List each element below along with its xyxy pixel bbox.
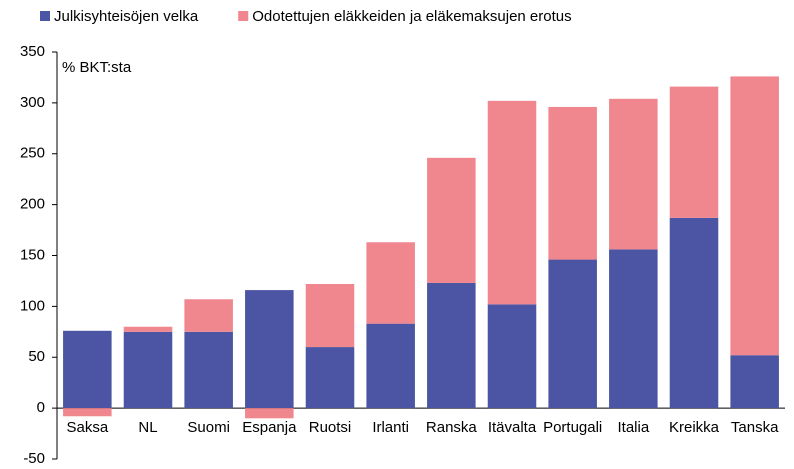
y-tick-label: 100 (20, 297, 45, 314)
x-tick-label: Saksa (66, 419, 108, 436)
x-tick-label: Ranska (426, 419, 478, 436)
legend-swatch (40, 11, 50, 21)
x-tick-label: Itävalta (488, 419, 537, 436)
y-tick-label: 250 (20, 145, 45, 162)
bar-segment (184, 331, 233, 409)
x-tick-label: Italia (617, 419, 649, 436)
bar-segment (730, 355, 779, 409)
bar-segment (609, 249, 658, 409)
bar-segment (427, 157, 476, 283)
bar-segment (730, 76, 779, 356)
y-tick-label: 50 (28, 348, 45, 365)
x-tick-label: Espanja (242, 419, 297, 436)
bar-segment (63, 408, 112, 417)
y-tick-label: 200 (20, 196, 45, 213)
bar-segment (63, 330, 112, 409)
bar-segment (305, 347, 355, 409)
bar-segment (184, 299, 233, 332)
bar-segment (487, 304, 537, 409)
legend-label: Odotettujen eläkkeiden ja eläkemaksujen … (252, 8, 571, 25)
legend-swatch (238, 11, 249, 21)
bar-segment (245, 408, 294, 419)
bar-segment (366, 323, 415, 409)
legend-label: Julkisyhteisöjen velka (54, 8, 199, 25)
bar-segment (548, 106, 597, 260)
x-tick-label: Suomi (187, 419, 230, 436)
bar-segment (427, 282, 476, 409)
bar-segment (305, 283, 355, 348)
y-tick-label: 0 (37, 399, 45, 416)
y-tick-label: 150 (20, 246, 45, 263)
bar-segment (487, 100, 537, 305)
bar-segment (669, 86, 719, 218)
x-tick-label: Tanska (731, 419, 779, 436)
x-tick-label: NL (138, 419, 157, 436)
x-tick-label: Ruotsi (309, 419, 352, 436)
x-tick-label: Kreikka (669, 419, 720, 436)
bar-segment (669, 217, 719, 409)
bar-segment (548, 259, 597, 409)
x-tick-label: Portugali (543, 419, 602, 436)
bar-segment (366, 242, 415, 324)
y-tick-label: 350 (20, 43, 45, 60)
y-axis-label: % BKT:sta (62, 59, 132, 76)
y-tick-label: -50 (23, 450, 45, 467)
y-tick-label: 300 (20, 94, 45, 111)
bar-segment (123, 326, 173, 332)
bar-segment (245, 290, 294, 409)
bar-segment (123, 331, 173, 409)
x-tick-label: Irlanti (372, 419, 409, 436)
bar-segment (609, 98, 658, 250)
